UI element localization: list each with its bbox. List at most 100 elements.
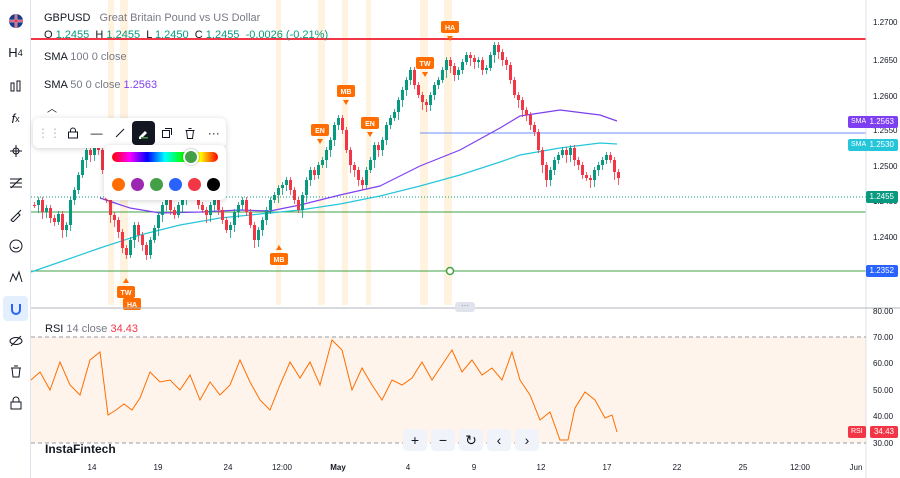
candle-body — [121, 232, 124, 248]
pane-resize-handle[interactable]: ··· — [455, 302, 475, 312]
candle-body — [517, 95, 520, 100]
hue-slider[interactable] — [112, 152, 218, 162]
candle-body — [81, 160, 84, 175]
rsi-tick-label: 70.00 — [873, 333, 894, 342]
crosshair-icon[interactable] — [3, 138, 28, 163]
candle-body — [553, 160, 556, 170]
hue-slider-thumb[interactable] — [183, 149, 199, 165]
candle-body — [609, 155, 612, 160]
sma50-tag: SMA — [848, 116, 870, 128]
candle-body — [73, 190, 76, 200]
time-tick-label: May — [330, 463, 346, 472]
candle-body — [205, 210, 208, 215]
sma50-legend[interactable]: SMA 50 0 close 1.2563 — [44, 79, 158, 91]
time-tick-label: Jun — [850, 463, 863, 472]
candle-body — [505, 60, 508, 65]
zoom-in-button[interactable]: + — [403, 429, 427, 451]
color-swatch[interactable] — [169, 178, 182, 191]
scroll-left-button[interactable]: ‹ — [487, 429, 511, 451]
candle-body — [85, 150, 88, 160]
magnet-icon[interactable] — [3, 296, 28, 321]
more-icon[interactable]: ··· — [207, 126, 220, 140]
drag-handle-icon[interactable]: ⋮⋮ — [37, 126, 61, 140]
color-swatch[interactable] — [112, 178, 125, 191]
candle-body — [461, 62, 464, 70]
candle-body — [457, 70, 460, 75]
candle-body — [377, 145, 380, 150]
candle-body — [601, 160, 604, 165]
signal-marker-arrow — [123, 278, 129, 283]
collapse-legend-icon[interactable]: ︿ — [47, 104, 57, 115]
candle-body — [409, 70, 412, 80]
brush-icon[interactable] — [3, 202, 28, 227]
signal-column — [444, 0, 452, 305]
rsi-tick-label: 50.00 — [873, 386, 894, 395]
lock-icon[interactable] — [62, 121, 84, 145]
candle-body — [481, 60, 484, 70]
signal-marker-arrow — [317, 139, 323, 144]
sma100-tag: SMA — [848, 139, 870, 151]
eye-off-icon[interactable] — [3, 328, 28, 353]
trash-icon[interactable] — [3, 358, 28, 383]
sma100-legend[interactable]: SMA 100 0 close — [44, 51, 127, 63]
color-swatch[interactable] — [131, 178, 144, 191]
rsi-axis: 80.00 70.00 60.00 50.00 40.00 30.00 — [873, 307, 894, 448]
symbol[interactable]: GBPUSD — [44, 12, 91, 24]
signal-marker-badge — [311, 124, 329, 136]
rsi-legend[interactable]: RSI 14 close 34.43 — [45, 323, 138, 335]
lock-icon[interactable] — [3, 390, 28, 415]
color-swatch[interactable] — [188, 178, 201, 191]
candle-body — [161, 205, 164, 215]
candle-body — [401, 90, 404, 100]
candle-body — [385, 125, 388, 140]
time-tick-label: 17 — [603, 463, 612, 472]
candle-body — [309, 170, 312, 180]
candle-body — [133, 225, 136, 240]
candle-body — [157, 215, 160, 228]
emoji-icon[interactable] — [3, 233, 28, 258]
candle-body — [337, 118, 340, 125]
flag-icon[interactable] — [3, 8, 28, 33]
candle-body — [281, 185, 284, 188]
signal-marker-label: TW — [121, 290, 132, 297]
candle-body — [173, 210, 176, 215]
trash-icon[interactable] — [179, 121, 201, 145]
time-tick-label: 14 — [88, 463, 97, 472]
line-style-icon[interactable]: — — [90, 126, 103, 140]
bars-icon[interactable] — [3, 74, 28, 99]
fib-icon[interactable] — [3, 170, 28, 195]
zoom-out-button[interactable]: − — [431, 429, 455, 451]
color-swatch[interactable] — [150, 178, 163, 191]
candle-body — [341, 118, 344, 130]
reset-button[interactable]: ↻ — [459, 429, 483, 451]
scroll-right-button[interactable]: › — [515, 429, 539, 451]
candle-body — [605, 155, 608, 160]
candle-body — [361, 180, 364, 185]
candle-body — [413, 70, 416, 85]
copy-icon[interactable] — [156, 121, 178, 145]
candle-body — [545, 165, 548, 180]
candle-body — [597, 165, 600, 170]
pencil-icon[interactable] — [132, 121, 155, 145]
signal-marker: TW — [416, 57, 434, 77]
color-swatch[interactable] — [207, 178, 220, 191]
line-icon[interactable] — [109, 121, 131, 145]
signal-marker-badge — [123, 298, 141, 310]
candle-body — [389, 118, 392, 125]
signal-marker-label: EN — [315, 128, 325, 135]
signal-marker-label: EN — [365, 121, 375, 128]
candle-body — [45, 208, 48, 212]
signal-column — [318, 0, 325, 305]
signal-marker-arrow — [367, 132, 373, 137]
candle-body — [145, 245, 148, 255]
candle-body — [565, 150, 568, 155]
candle-body — [425, 102, 428, 105]
candle-body — [293, 190, 296, 200]
signal-marker-label: HA — [127, 302, 137, 309]
candle-body — [317, 165, 320, 175]
pattern-icon[interactable] — [3, 264, 28, 289]
candle-body — [417, 85, 420, 95]
